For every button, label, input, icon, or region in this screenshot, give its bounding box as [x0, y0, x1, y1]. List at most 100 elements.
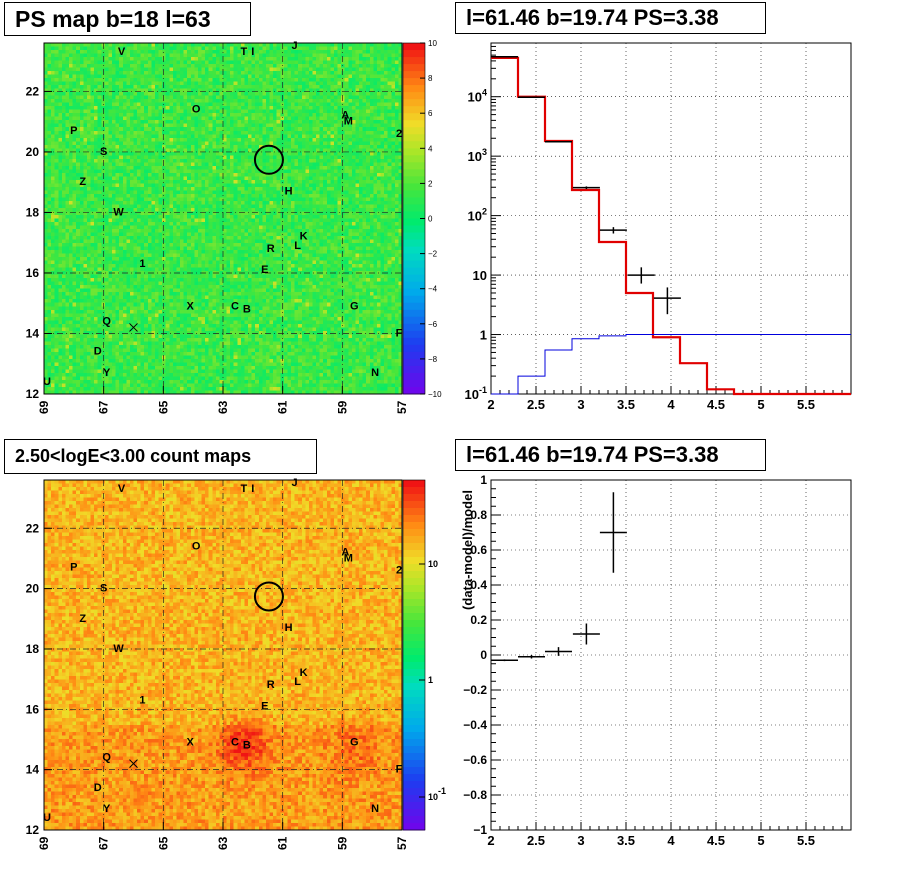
psmap-cell — [98, 278, 102, 282]
psmap-cell — [55, 78, 59, 82]
psmap-cell — [101, 187, 105, 191]
psmap-cell — [58, 268, 62, 272]
psmap-cell — [83, 103, 87, 107]
psmap-cell — [58, 64, 62, 68]
psmap-cell — [108, 61, 112, 65]
psmap-cell — [91, 127, 95, 131]
psmap-cell — [76, 54, 80, 58]
psmap-cell — [65, 166, 69, 170]
psmap-cell — [69, 148, 73, 152]
psmap-cell — [91, 275, 95, 279]
psmap-cell — [101, 362, 105, 366]
psmap-cell — [108, 359, 112, 363]
psmap-cell — [101, 131, 105, 135]
psmap-cell — [87, 317, 91, 321]
psmap-cell — [58, 257, 62, 261]
psmap-cell — [91, 148, 95, 152]
psmap-cell — [80, 211, 84, 215]
psmap-cell — [48, 169, 52, 173]
psmap-cell — [76, 92, 80, 96]
psmap-cell — [76, 75, 80, 79]
psmap-cell — [44, 47, 48, 51]
psmap-cell — [65, 183, 69, 187]
psmap-cell — [98, 106, 102, 110]
psmap-cell — [62, 78, 66, 82]
psmap-cell — [73, 190, 77, 194]
psmap-cell — [51, 145, 55, 149]
psmap-cell — [51, 110, 55, 114]
psmap-cell — [76, 64, 80, 68]
psmap-cell — [73, 99, 77, 103]
psmap-cell — [105, 197, 109, 201]
psmap-cell — [108, 43, 112, 47]
psmap-cell — [62, 176, 66, 180]
psmap-cell — [58, 299, 62, 303]
psmap-cell — [44, 219, 48, 223]
psmap-cell — [108, 78, 112, 82]
psmap-cell — [80, 243, 84, 247]
psmap-cell — [62, 261, 66, 265]
psmap-cell — [76, 120, 80, 124]
psmap-cell — [44, 103, 48, 107]
psmap-cell — [94, 120, 98, 124]
psmap-cell — [51, 201, 55, 205]
psmap-cell — [69, 176, 73, 180]
psmap-cell — [44, 324, 48, 328]
psmap-cell — [51, 313, 55, 317]
psmap-cell — [98, 233, 102, 237]
psmap-cell — [91, 197, 95, 201]
psmap-cell — [51, 355, 55, 359]
psmap-cell — [69, 197, 73, 201]
psmap-cell — [101, 61, 105, 65]
psmap-cell — [91, 226, 95, 230]
psmap-cell — [73, 254, 77, 258]
psmap-cell — [94, 240, 98, 244]
psmap-cell — [58, 317, 62, 321]
psmap-cell — [105, 285, 109, 289]
psmap-cell — [55, 96, 59, 100]
psmap-cell — [69, 201, 73, 205]
psmap-cell — [94, 127, 98, 131]
psmap-cell — [48, 324, 52, 328]
psmap-cell — [69, 373, 73, 377]
psmap-cell — [80, 229, 84, 233]
psmap-cell — [91, 250, 95, 254]
psmap-cell — [76, 89, 80, 93]
psmap-cell — [87, 113, 91, 117]
psmap-cell — [80, 169, 84, 173]
psmap-cell — [87, 173, 91, 177]
psmap-cell — [76, 204, 80, 208]
psmap-cell — [98, 338, 102, 342]
psmap-cell — [44, 57, 48, 61]
psmap-cell — [62, 327, 66, 331]
psmap-cell — [94, 324, 98, 328]
psmap-cell — [83, 190, 87, 194]
psmap-cell — [69, 71, 73, 75]
psmap-cell — [65, 43, 69, 47]
psmap-cell — [101, 113, 105, 117]
psmap-cell — [58, 117, 62, 121]
psmap-cell — [51, 250, 55, 254]
psmap-cell — [73, 341, 77, 345]
psmap-cell — [80, 261, 84, 265]
psmap-cell — [87, 57, 91, 61]
psmap-cell — [101, 359, 105, 363]
psmap-cell — [48, 219, 52, 223]
psmap-cell — [108, 47, 112, 51]
psmap-cell — [87, 208, 91, 212]
psmap-cell — [83, 313, 87, 317]
psmap-cell — [108, 64, 112, 68]
psmap-cell — [105, 113, 109, 117]
psmap-cell — [62, 61, 66, 65]
psmap-cell — [80, 75, 84, 79]
psmap-cell — [108, 180, 112, 184]
psmap-cell — [108, 285, 112, 289]
psmap-cell — [73, 282, 77, 286]
psmap-cell — [55, 43, 59, 47]
psmap-cell — [55, 183, 59, 187]
psmap-cell — [44, 257, 48, 261]
psmap-cell — [101, 57, 105, 61]
psmap-cell — [80, 89, 84, 93]
psmap-cell — [69, 75, 73, 79]
psmap-cell — [65, 366, 69, 370]
